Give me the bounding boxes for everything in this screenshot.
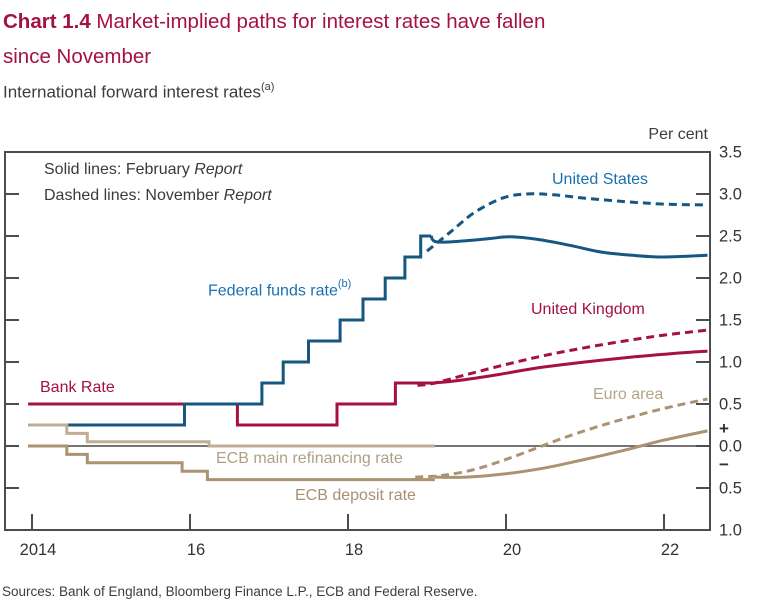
- chart-heading: Chart 1.4 Market-implied paths for inter…: [3, 4, 763, 74]
- label-federal-funds-rate: Federal funds rate(b): [208, 278, 352, 300]
- series-us-february-forward: [429, 234, 708, 259]
- y-tick-label: 3.5: [719, 144, 742, 162]
- label-bank-rate: Bank Rate: [40, 379, 115, 396]
- chart-subtitle-text: International forward interest rates: [3, 82, 261, 102]
- label-united-states: United States: [552, 171, 649, 188]
- label-ecb-deposit-rate: ECB deposit rate: [295, 487, 416, 504]
- y-tick-label: 1.0: [719, 522, 742, 540]
- chart-subtitle: International forward interest rates(a): [3, 81, 275, 103]
- label-united-kingdom: United Kingdom: [531, 301, 645, 318]
- x-tick-label: 2014: [20, 541, 57, 559]
- label-ecb-main-refinancing-rate: ECB main refinancing rate: [216, 450, 403, 467]
- y-tick-label: 2.5: [719, 228, 742, 246]
- chart-subtitle-footnote-marker: (a): [260, 81, 275, 93]
- series-us-november-forward: [426, 192, 708, 253]
- series-euro-february-forward: [434, 429, 708, 479]
- zero-minus-sign: −: [719, 455, 729, 474]
- y-tick-label: 0.0: [719, 438, 742, 456]
- series-ecb-deposit-rate-history: [28, 444, 435, 482]
- x-tick-label: 22: [661, 541, 679, 559]
- series-uk-bank-rate-history: [28, 381, 434, 427]
- series-ecb-main-refinancing-rate-history: [28, 423, 435, 448]
- x-tick-label: 18: [345, 541, 363, 559]
- legend-dashed-lines: Dashed lines: November Report: [44, 187, 272, 204]
- legend-solid-lines: Solid lines: February Report: [44, 161, 243, 178]
- sources-note: Sources: Bank of England, Bloomberg Fina…: [2, 584, 478, 599]
- y-axis-unit-label: Per cent: [648, 126, 708, 143]
- label-euro-area: Euro area: [593, 386, 664, 403]
- series-uk-november-forward: [417, 328, 708, 387]
- plot-border: [4, 151, 711, 531]
- series-uk-february-forward: [433, 349, 708, 385]
- y-tick-label: 1.5: [719, 312, 742, 330]
- x-tick-label: 20: [503, 541, 521, 559]
- series-euro-november-forward: [415, 397, 708, 479]
- series-us-federal-funds-history: [28, 234, 431, 427]
- y-tick-label: 2.0: [719, 270, 742, 288]
- y-tick-label: 3.0: [719, 186, 742, 204]
- chart-number: Chart 1.4: [3, 10, 91, 33]
- x-tick-label: 16: [187, 541, 205, 559]
- y-tick-label: 0.5: [719, 480, 742, 498]
- chart-heading-text: Market-implied paths for interest rates …: [90, 10, 546, 33]
- zero-plus-sign: +: [719, 419, 729, 438]
- y-tick-label: 0.5: [719, 396, 742, 414]
- chart-heading-line2: since November: [3, 45, 152, 68]
- y-tick-label: 1.0: [719, 354, 742, 372]
